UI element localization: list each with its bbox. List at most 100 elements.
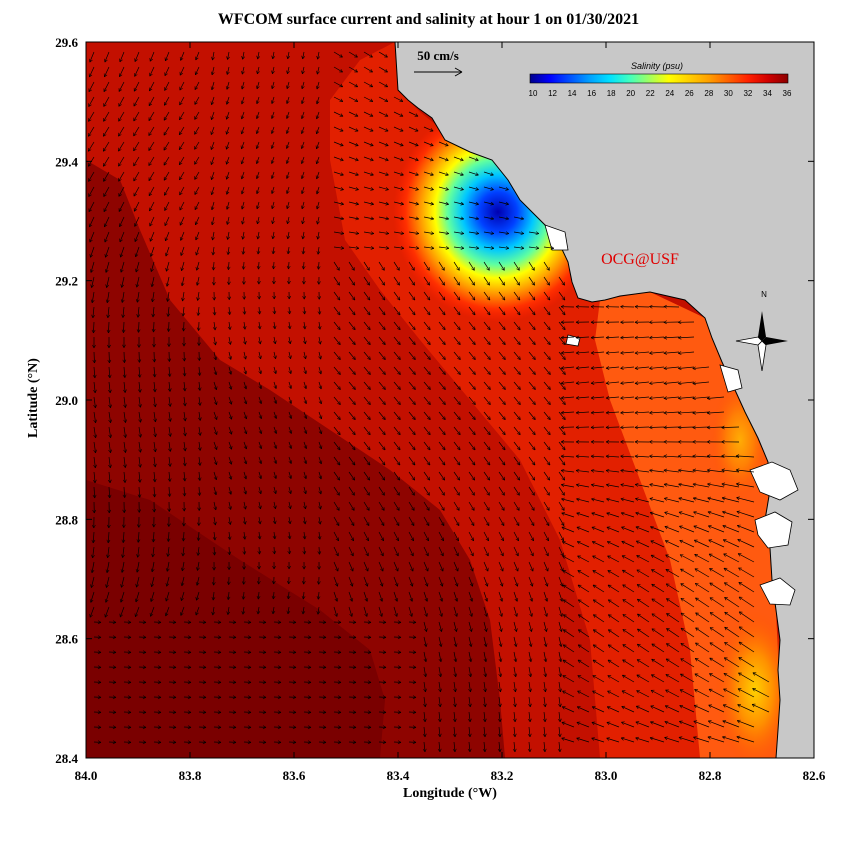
current-arrowhead <box>273 430 278 434</box>
current-arrowhead <box>164 207 168 211</box>
current-arrowhead <box>255 115 260 119</box>
current-arrow <box>513 561 519 572</box>
current-arrowhead <box>411 446 416 451</box>
current-arrowhead <box>649 511 654 516</box>
current-arrow <box>393 471 401 481</box>
current-arrowhead <box>196 297 200 301</box>
current-arrowhead <box>365 522 370 526</box>
current-arrowhead <box>622 614 627 618</box>
current-arrow <box>636 705 650 713</box>
current-arrow <box>692 366 710 369</box>
current-arrow <box>288 321 291 329</box>
current-arrow <box>241 171 245 180</box>
current-arrow <box>393 261 400 271</box>
current-arrowhead <box>241 581 246 585</box>
current-arrowhead <box>426 266 430 271</box>
current-arrow <box>241 96 245 105</box>
current-arrowhead <box>546 507 550 511</box>
current-arrowhead <box>679 539 684 544</box>
current-arrowhead <box>649 468 653 473</box>
current-arrowhead <box>148 162 152 166</box>
current-arrowhead <box>483 643 488 647</box>
current-arrow <box>303 261 305 270</box>
current-arrow <box>88 186 95 197</box>
current-arrowhead <box>693 511 697 515</box>
current-arrowhead <box>396 446 401 451</box>
current-arrowhead <box>532 341 536 346</box>
current-arrow <box>106 291 110 303</box>
current-arrowhead <box>181 297 185 302</box>
current-arrowhead <box>211 236 215 241</box>
current-arrow <box>271 141 275 149</box>
current-arrowhead <box>164 612 169 617</box>
current-arrow <box>286 156 290 164</box>
current-arrow <box>256 186 260 194</box>
current-arrowhead <box>738 611 743 615</box>
current-arrow <box>558 531 564 542</box>
current-arrow <box>483 681 486 692</box>
current-arrowhead <box>527 748 532 753</box>
current-arrow <box>102 141 110 152</box>
current-arrowhead <box>317 325 322 330</box>
current-arrow <box>498 726 501 737</box>
current-arrow <box>607 706 620 713</box>
current-arrow <box>453 501 460 511</box>
current-arrowhead <box>706 411 711 415</box>
current-arrowhead <box>212 326 217 331</box>
current-arrow <box>301 201 305 209</box>
current-arrowhead <box>137 494 142 498</box>
current-arrow <box>316 141 320 150</box>
current-arrow <box>513 741 516 752</box>
current-arrowhead <box>547 356 551 360</box>
current-arrowhead <box>694 689 698 693</box>
current-arrowhead <box>164 87 168 91</box>
current-arrowhead <box>210 71 215 76</box>
current-arrowhead <box>381 461 386 466</box>
current-arrow <box>561 470 575 473</box>
current-arrow <box>528 351 536 360</box>
current-arrowhead <box>412 740 417 745</box>
current-arrowhead <box>303 430 308 434</box>
current-arrow <box>119 606 125 618</box>
current-arrowhead <box>650 689 655 694</box>
current-arrow <box>301 66 305 75</box>
current-arrowhead <box>678 411 682 415</box>
current-arrow <box>483 486 490 496</box>
current-arrowhead <box>482 748 487 753</box>
current-arrow <box>650 689 665 698</box>
current-arrow <box>288 306 291 315</box>
current-arrow <box>120 261 125 273</box>
current-arrowhead <box>256 235 261 240</box>
current-arrowhead <box>412 620 417 625</box>
current-arrow <box>93 411 96 423</box>
current-arrow <box>93 471 96 483</box>
current-arrowhead <box>543 688 547 693</box>
current-arrow <box>133 96 140 107</box>
current-arrow <box>650 540 665 548</box>
current-arrowhead <box>300 160 305 164</box>
current-arrowhead <box>97 635 102 640</box>
current-arrowhead <box>108 404 112 409</box>
current-arrowhead <box>517 386 521 390</box>
current-arrow <box>634 455 650 458</box>
current-arrow <box>363 186 374 191</box>
current-arrow <box>591 498 605 503</box>
current-arrow <box>576 411 590 414</box>
current-arrow <box>198 366 201 376</box>
current-arrow <box>164 201 170 211</box>
current-arrowhead <box>444 157 449 162</box>
current-arrow <box>333 576 338 587</box>
current-arrowhead <box>262 620 267 625</box>
current-arrow <box>318 471 322 480</box>
current-arrowhead <box>444 142 449 147</box>
current-arrow <box>423 681 426 692</box>
current-arrow <box>543 501 550 511</box>
current-arrow <box>678 426 695 428</box>
current-arrowhead <box>422 718 427 723</box>
current-arrowhead <box>724 626 728 631</box>
current-arrowhead <box>607 555 611 559</box>
current-arrowhead <box>535 246 540 250</box>
current-arrow <box>378 126 389 132</box>
current-arrow <box>513 321 521 331</box>
current-arrowhead <box>423 688 427 693</box>
